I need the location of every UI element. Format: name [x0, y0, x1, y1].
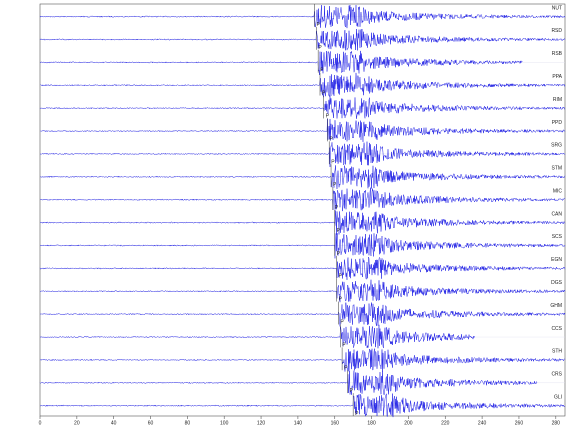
trace-name: CCS — [551, 326, 562, 332]
phase-label: P — [344, 365, 348, 371]
trace-name: PPD — [552, 120, 563, 126]
phase-label: P — [322, 91, 326, 97]
phase-label: P — [340, 319, 344, 325]
phase-label: P — [337, 228, 341, 234]
trace-name: RSD — [551, 28, 562, 34]
trace-name: GHM — [550, 303, 562, 309]
phase-label: P — [318, 45, 322, 51]
waveform — [39, 392, 566, 418]
x-tick-label: 80 — [185, 420, 191, 426]
phase-label: P — [355, 411, 359, 417]
waveform — [39, 256, 566, 280]
x-tick-label: 140 — [294, 420, 303, 426]
waveform — [39, 232, 566, 259]
phase-label: P — [335, 205, 339, 211]
x-tick-label: 260 — [515, 420, 524, 426]
trace-name: RSB — [552, 51, 563, 57]
waveform — [39, 28, 566, 51]
phase-label: P — [350, 388, 354, 394]
waveform — [39, 210, 566, 235]
trace-name: SRG — [551, 143, 562, 149]
x-tick-label: 200 — [404, 420, 413, 426]
phase-label: P — [333, 182, 337, 188]
x-tick-label: 40 — [111, 420, 117, 426]
phase-label: P — [337, 251, 341, 257]
x-tick-label: 0 — [39, 420, 42, 426]
trace-name: PPA — [552, 74, 562, 80]
phase-label: P — [316, 22, 320, 28]
x-tick-label: 60 — [148, 420, 154, 426]
trace-name: GLI — [554, 394, 562, 400]
waveform — [39, 95, 566, 119]
waveform — [39, 141, 566, 168]
waveform — [39, 348, 566, 372]
waveform — [39, 50, 523, 76]
waveform — [39, 187, 566, 212]
trace-name: MIC — [553, 188, 563, 194]
trace-name: NUT — [552, 5, 562, 11]
trace-name: EGN — [551, 257, 562, 263]
plot-frame — [39, 3, 566, 417]
waveform — [39, 72, 566, 98]
phase-label: P — [339, 297, 343, 303]
x-tick-label: 280 — [552, 420, 561, 426]
waveform — [39, 4, 566, 29]
phase-label: P — [339, 274, 343, 280]
trace-name: STM — [551, 166, 562, 172]
waveform — [39, 279, 566, 303]
waveform — [39, 165, 566, 190]
trace-name: CRS — [551, 372, 562, 378]
phase-label: P — [331, 159, 335, 165]
phase-label: P — [326, 113, 330, 119]
phase-label: P — [320, 68, 324, 74]
x-tick-label: 100 — [220, 420, 229, 426]
waveform — [40, 302, 566, 327]
trace-name: CAN — [551, 211, 562, 217]
x-tick-label: 120 — [257, 420, 266, 426]
x-tick-label: 240 — [478, 420, 487, 426]
x-tick-label: 180 — [367, 420, 376, 426]
trace-name: DGS — [551, 280, 563, 286]
x-tick-label: 160 — [331, 420, 340, 426]
trace-name: STH — [552, 349, 562, 355]
x-tick-label: 20 — [74, 420, 80, 426]
waveform — [39, 370, 538, 396]
phase-label: P — [342, 342, 346, 348]
trace-name: RIM — [553, 97, 562, 103]
waveform — [39, 118, 566, 142]
waveform — [39, 324, 475, 349]
x-tick-label: 220 — [441, 420, 450, 426]
phase-label: P — [329, 136, 333, 142]
trace-name: SCS — [552, 234, 563, 240]
